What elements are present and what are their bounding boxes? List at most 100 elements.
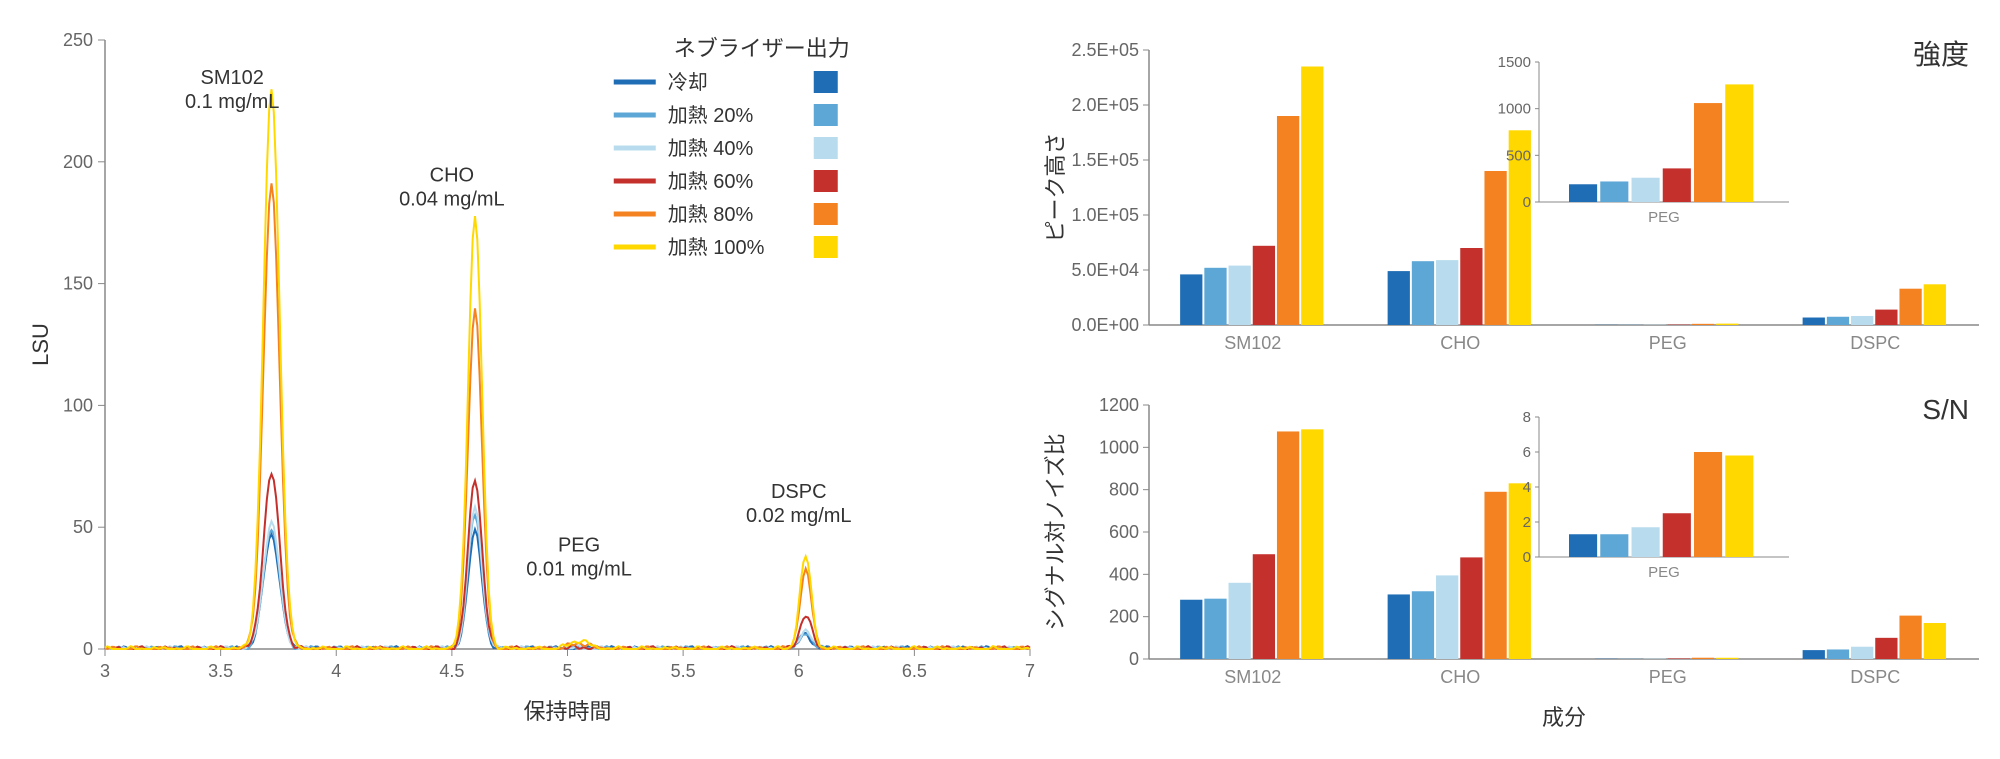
y-axis-label: LSU: [28, 323, 53, 366]
svg-text:6: 6: [1523, 444, 1531, 461]
inset-bar: [1600, 181, 1628, 202]
legend-item-label: 加熱 20%: [668, 104, 754, 127]
bar: [1301, 67, 1323, 326]
svg-text:3.5: 3.5: [208, 661, 233, 681]
bar: [1851, 647, 1873, 659]
svg-text:3: 3: [100, 661, 110, 681]
svg-text:0: 0: [1129, 649, 1139, 669]
bar: [1692, 658, 1714, 659]
svg-text:5: 5: [562, 661, 572, 681]
svg-text:150: 150: [63, 274, 93, 294]
bar: [1827, 649, 1849, 659]
bar: [1716, 658, 1738, 659]
svg-text:6.5: 6.5: [902, 661, 927, 681]
svg-text:500: 500: [1506, 147, 1531, 164]
x-axis-label: 成分: [1542, 705, 1586, 730]
inset-bar: [1725, 456, 1753, 558]
legend-item-label: 冷却: [668, 71, 708, 94]
svg-text:4: 4: [331, 661, 341, 681]
bar: [1253, 246, 1275, 325]
peak-name: PEG: [558, 535, 600, 557]
svg-text:2.5E+05: 2.5E+05: [1072, 40, 1140, 60]
panel-title: 強度: [1913, 39, 1969, 70]
category-label: SM102: [1224, 667, 1281, 687]
chromatogram-chart: 33.544.555.566.57050100150200250保持時間LSUS…: [20, 20, 1060, 739]
svg-text:0.0E+00: 0.0E+00: [1072, 315, 1140, 335]
svg-text:250: 250: [63, 30, 93, 50]
bar: [1205, 599, 1227, 659]
svg-text:4.5: 4.5: [439, 661, 464, 681]
bar: [1412, 261, 1434, 325]
svg-text:1200: 1200: [1099, 395, 1139, 415]
peak-conc: 0.1 mg/mL: [185, 91, 279, 113]
bar: [1716, 324, 1738, 325]
bar: [1460, 248, 1482, 325]
peak-name: SM102: [201, 67, 264, 89]
legend-item-label: 加熱 60%: [668, 170, 754, 193]
svg-text:0: 0: [1523, 549, 1531, 566]
bar: [1875, 310, 1897, 325]
peak-conc: 0.04 mg/mL: [399, 188, 505, 210]
bar: [1485, 171, 1507, 325]
bar: [1253, 554, 1275, 659]
inset-bar: [1600, 534, 1628, 557]
legend-item-label: 加熱 80%: [668, 203, 754, 226]
svg-text:1500: 1500: [1498, 54, 1531, 71]
bar: [1509, 483, 1531, 659]
svg-text:200: 200: [1109, 607, 1139, 627]
inset-bar: [1694, 103, 1722, 202]
svg-text:600: 600: [1109, 522, 1139, 542]
inset-bar: [1569, 534, 1597, 557]
peak-conc: 0.01 mg/mL: [526, 559, 632, 581]
bar: [1875, 638, 1897, 659]
category-label: CHO: [1440, 333, 1480, 353]
bar: [1924, 284, 1946, 325]
inset-category: PEG: [1648, 564, 1680, 581]
svg-text:1000: 1000: [1099, 437, 1139, 457]
svg-text:0: 0: [83, 639, 93, 659]
bar: [1229, 583, 1251, 659]
svg-text:6: 6: [794, 661, 804, 681]
svg-text:1.0E+05: 1.0E+05: [1072, 205, 1140, 225]
peak-conc: 0.02 mg/mL: [746, 505, 852, 527]
bar: [1900, 289, 1922, 325]
svg-text:200: 200: [63, 152, 93, 172]
inset-category: PEG: [1648, 209, 1680, 226]
svg-text:100: 100: [63, 395, 93, 415]
bar: [1180, 600, 1202, 659]
inset-bar: [1569, 184, 1597, 202]
bar: [1485, 492, 1507, 659]
bar: [1803, 318, 1825, 325]
bar: [1827, 317, 1849, 325]
bar: [1277, 116, 1299, 325]
category-label: DSPC: [1850, 667, 1900, 687]
legend-title: ネブライザー出力: [674, 36, 850, 61]
category-label: PEG: [1649, 667, 1687, 687]
inset-bar: [1632, 527, 1660, 557]
category-label: CHO: [1440, 667, 1480, 687]
sn-bar-chart: 020040060080010001200シグナル対ノイズ比S/NSM102CH…: [1039, 375, 1999, 739]
bar: [1301, 429, 1323, 659]
svg-text:2: 2: [1523, 514, 1531, 531]
svg-text:800: 800: [1109, 480, 1139, 500]
svg-text:50: 50: [73, 517, 93, 537]
bar: [1277, 431, 1299, 659]
peak-name: CHO: [430, 164, 474, 186]
inset-bar: [1694, 452, 1722, 557]
bar: [1229, 266, 1251, 325]
bar: [1436, 575, 1458, 659]
svg-text:2.0E+05: 2.0E+05: [1072, 95, 1140, 115]
bar: [1388, 594, 1410, 659]
bar: [1180, 274, 1202, 325]
bar: [1668, 658, 1690, 659]
svg-text:4: 4: [1523, 479, 1531, 496]
bar: [1388, 271, 1410, 325]
svg-text:0: 0: [1523, 194, 1531, 211]
category-label: DSPC: [1850, 333, 1900, 353]
bar: [1692, 324, 1714, 325]
svg-text:1000: 1000: [1498, 101, 1531, 118]
category-label: SM102: [1224, 333, 1281, 353]
bar: [1205, 268, 1227, 325]
peak-name: DSPC: [771, 481, 827, 503]
intensity-bar-chart: 0.0E+005.0E+041.0E+051.5E+052.0E+052.5E+…: [1039, 20, 1999, 375]
